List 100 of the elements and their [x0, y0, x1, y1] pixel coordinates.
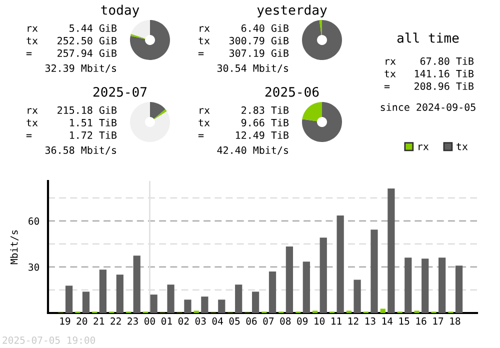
bar [150, 294, 158, 313]
chart-title: yesterday [257, 4, 327, 18]
text: 215.18 GiB [58, 106, 117, 114]
text: 42.40 Mbit/s [217, 146, 288, 155]
legend-label: tx [456, 143, 468, 150]
bar [133, 256, 140, 313]
text: tx [198, 119, 210, 126]
text: 1.72 TiB [70, 131, 117, 139]
text: = [198, 134, 204, 138]
x-tick-label: 12 [348, 317, 358, 325]
donut-slice [319, 20, 322, 36]
x-tick-label: 07 [263, 317, 274, 325]
x-tick-label: 21 [94, 317, 104, 325]
bar [370, 230, 378, 313]
x-tick-label: 02 [178, 317, 189, 325]
legend-label: rx [418, 144, 429, 150]
bar [65, 286, 73, 313]
text: 67.80 TiB [420, 57, 474, 65]
donut-slice [154, 109, 167, 120]
bar [184, 300, 192, 313]
text: = [384, 85, 390, 88]
text: = [198, 52, 204, 56]
text: tx [198, 37, 210, 44]
donut-slice [130, 102, 170, 142]
text: all time [397, 32, 459, 43]
bar [99, 270, 106, 313]
y-axis-title: Mbit/s [10, 230, 19, 264]
x-tick-label: 18 [450, 317, 460, 325]
bar [201, 296, 208, 313]
bar [218, 300, 226, 313]
text: tx [384, 70, 396, 78]
bar [268, 272, 276, 313]
text: rx [28, 26, 38, 32]
text: = [26, 134, 32, 138]
bar [286, 246, 294, 313]
chart-title: today [101, 4, 140, 18]
bar [82, 292, 90, 313]
donut-slice [130, 20, 170, 60]
text: 12.49 TiB [236, 131, 289, 139]
donut-slice [302, 102, 322, 122]
donut-slice [302, 20, 342, 60]
text: 307.19 GiB [229, 49, 289, 57]
y-tick-label: 30 [28, 263, 40, 271]
bar [336, 216, 344, 313]
donut-slice [130, 20, 150, 38]
chart-title: 2025-06 [265, 86, 319, 97]
bar [235, 284, 242, 313]
bar [380, 308, 386, 313]
x-tick-label: 15 [399, 318, 410, 325]
bar [438, 258, 446, 313]
x-tick-label: 22 [110, 317, 121, 325]
x-tick-label: 17 [433, 318, 444, 325]
x-tick-label: 20 [76, 317, 88, 325]
x-tick-label: 05 [229, 317, 240, 325]
text: 252.50 GiB [58, 36, 117, 44]
text: 141.16 TiB [415, 70, 474, 78]
text: since 2024-09-05 [380, 103, 476, 111]
text: tx [26, 37, 38, 44]
x-tick-label: 04 [212, 317, 223, 325]
donut-slice [130, 34, 146, 39]
text: rx [386, 59, 396, 65]
bar [388, 188, 395, 313]
bar [252, 292, 260, 313]
x-tick-label: 14 [382, 318, 393, 325]
x-tick-label: 06 [246, 317, 257, 325]
text: 5.44 GiB [70, 24, 117, 32]
x-tick-label: 08 [280, 317, 291, 325]
bar [455, 266, 463, 313]
bar [302, 262, 310, 313]
text: 9.66 TiB [241, 118, 289, 126]
text: 300.79 GiB [229, 36, 289, 44]
x-tick-label: 01 [161, 317, 172, 325]
text: 1.51 TiB [70, 118, 117, 126]
bar [167, 284, 174, 313]
y-tick-label: 60 [28, 217, 40, 225]
x-tick-label: 11 [332, 318, 342, 325]
x-tick-label: 03 [195, 317, 206, 325]
text: 30.54 Mbit/s [217, 64, 288, 73]
bar [422, 258, 429, 313]
bar [404, 258, 412, 313]
donut-slice [150, 102, 166, 119]
text: rx [200, 108, 210, 114]
chart-title: 2025-07 [93, 86, 147, 97]
text: rx [200, 26, 210, 32]
text: tx [26, 119, 38, 126]
text: 32.39 Mbit/s [45, 64, 116, 73]
text: 208.96 TiB [414, 82, 474, 90]
x-tick-label: 23 [128, 317, 138, 325]
text: 257.94 GiB [58, 49, 117, 57]
x-tick-label: 19 [60, 317, 70, 325]
text: 6.40 GiB [241, 24, 289, 32]
x-tick-label: 10 [314, 317, 325, 325]
bar [354, 280, 361, 313]
donut-slice [302, 102, 342, 142]
text: 2.83 TiB [242, 106, 289, 114]
text: = [26, 52, 32, 56]
x-tick-label: 09 [297, 317, 308, 325]
x-tick-label: 13 [365, 317, 376, 325]
bar [320, 238, 327, 313]
x-tick-label: 00 [144, 317, 155, 325]
